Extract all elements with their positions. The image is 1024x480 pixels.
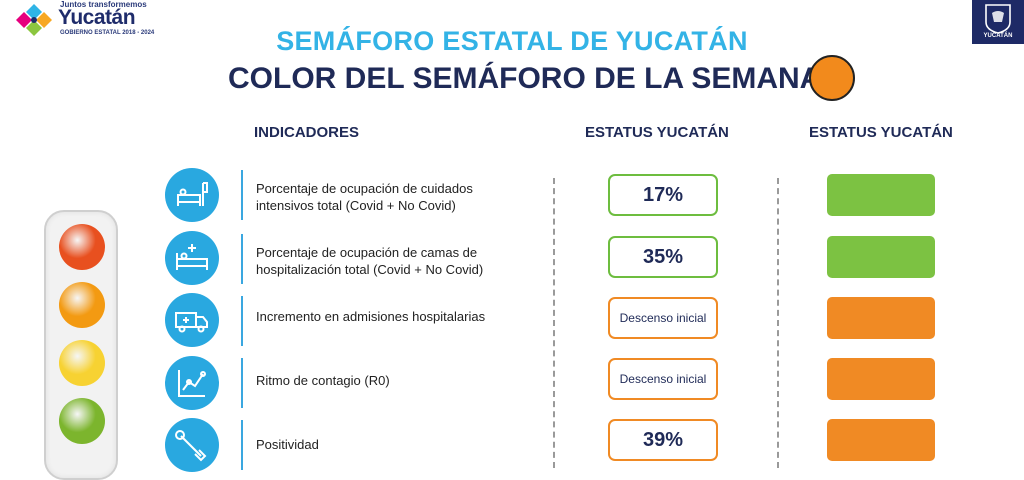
test-swab-icon [175,430,207,462]
indicator-icon [165,168,219,222]
traffic-light [44,210,118,480]
indicator-separator [241,170,243,220]
ambulance-icon [175,312,208,333]
logo-name: Yucatán [58,6,136,29]
indicator-label: Incremento en admisiones hospitalarias [256,309,486,324]
icu-bed-icon [177,182,208,206]
logo-slogan: Juntos transformemos [60,0,147,9]
lamp-orange [59,282,105,328]
lamp-red [59,224,105,270]
column-header-status: ESTATUS YUCATÁN [585,124,729,141]
lamp-yellow [59,340,105,386]
status-value: 39% [608,419,718,461]
lamp-green [59,398,105,444]
indicator-label: Positividad [256,437,319,452]
indicator-separator [241,234,243,284]
shield-icon [985,4,1011,34]
logo-mark-icon [16,4,52,36]
indicator-separator [241,358,243,408]
indicator-label: Porcentaje de ocupación de cuidados inte… [256,181,473,213]
indicator-label: Ritmo de contagio (R0) [256,373,390,388]
indicator-icon [165,231,219,285]
indicator-separator [241,420,243,470]
status-value: Descenso inicial [608,358,718,400]
indicator-separator [241,296,243,346]
indicator-icon [165,356,219,410]
column-divider [553,178,555,468]
page-title: SEMÁFORO ESTATAL DE YUCATÁN [276,26,748,56]
state-shield: YUCATÁN [972,0,1024,44]
logo-government: GOBIERNO ESTATAL 2018 - 2024 [60,30,155,36]
status-color-box [827,419,935,461]
hospital-bed-icon [176,244,208,270]
status-color-box [827,174,935,216]
status-color-box [827,358,935,400]
week-color-indicator [809,55,855,101]
status-value: 17% [608,174,718,216]
contagion-chart-icon [178,370,206,397]
indicator-icon [165,418,219,472]
indicator-icon [165,293,219,347]
status-value: Descenso inicial [608,297,718,339]
column-header-status-color: ESTATUS YUCATÁN [809,124,953,141]
status-color-box [827,297,935,339]
page-subtitle: COLOR DEL SEMÁFORO DE LA SEMANA [228,62,822,95]
yucatan-logo: Juntos transformemos Yucatán GOBIERNO ES… [12,0,155,40]
status-value: 35% [608,236,718,278]
status-color-box [827,236,935,278]
indicator-label: Porcentaje de ocupación de camas de hosp… [256,245,484,277]
shield-label: YUCATÁN [983,33,1013,39]
column-header-indicators: INDICADORES [254,124,360,141]
column-divider [777,178,779,468]
